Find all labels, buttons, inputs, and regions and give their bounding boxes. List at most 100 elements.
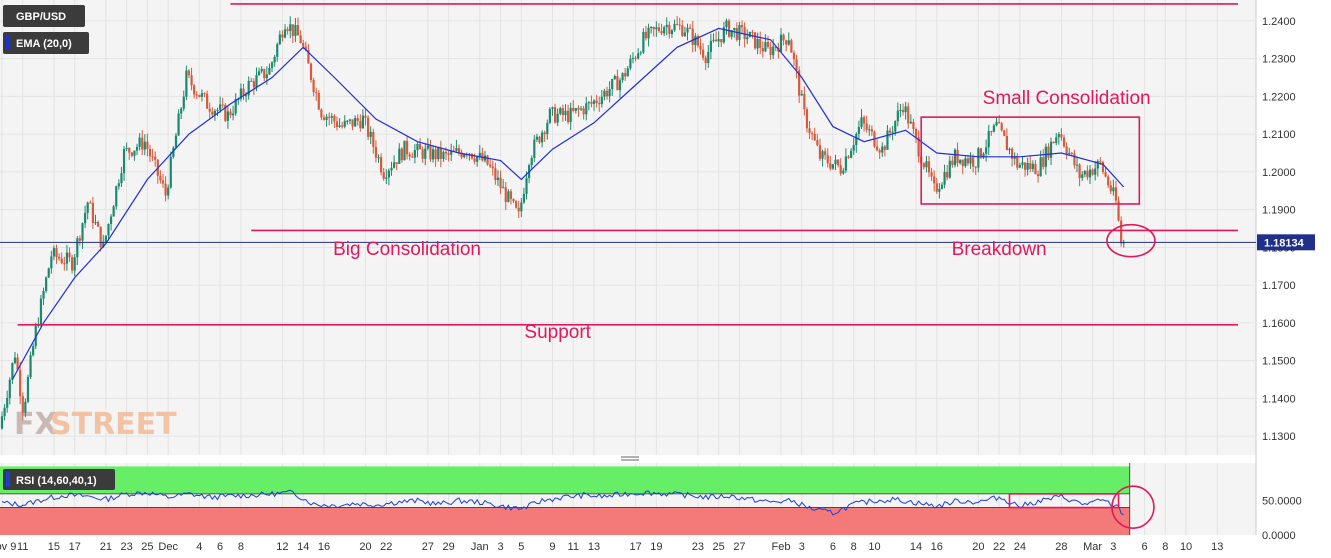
x-tick-label: 23 [121, 541, 133, 553]
rsi-badge[interactable] [3, 469, 115, 490]
candle-body [411, 156, 414, 158]
x-tick-label: 14 [910, 541, 922, 553]
candle-body [276, 44, 279, 57]
candle-body [315, 92, 318, 94]
candle-body [83, 212, 87, 224]
candle-body [1073, 153, 1076, 166]
candle-body [1062, 137, 1066, 147]
candle-body [418, 143, 422, 150]
symbol-badge[interactable] [3, 5, 85, 27]
candle-body [268, 68, 271, 75]
x-tick-label: 17 [69, 541, 81, 553]
candle-body [496, 177, 500, 181]
x-tick-label: 12 [276, 541, 288, 553]
candle-body [1008, 148, 1011, 151]
x-tick-label: 8 [851, 541, 857, 553]
candle-body [1000, 123, 1003, 131]
candle-body [759, 38, 762, 48]
candle-body [42, 290, 45, 299]
candle-body [774, 46, 777, 48]
y-tick-label: 1.2300 [1262, 54, 1296, 66]
candle-body [476, 156, 479, 162]
candle-body [460, 152, 463, 158]
y-tick-label: 1.1500 [1262, 356, 1296, 368]
candle-body [439, 147, 442, 159]
candle-body [714, 39, 718, 42]
candle-body [603, 90, 606, 97]
candle-body [517, 207, 520, 212]
candle-body [161, 180, 165, 184]
x-tick-label: 4 [196, 541, 202, 553]
candle-body [52, 248, 56, 257]
candle-body [250, 80, 253, 82]
rsi-color-swatch [6, 472, 10, 487]
candle-body [244, 95, 248, 97]
candle-body [24, 401, 27, 413]
candle-body [502, 187, 505, 189]
candle-body [561, 108, 564, 116]
candle-body [63, 263, 66, 265]
candle-body [927, 161, 931, 173]
candle-body [595, 100, 598, 104]
candle-body [1068, 152, 1071, 154]
candle-body [730, 30, 733, 37]
candle-body [722, 27, 725, 43]
candle-body [68, 252, 71, 258]
candle-body [717, 39, 720, 42]
candle-body [894, 121, 897, 132]
candle-body [616, 76, 619, 91]
candle-body [707, 51, 710, 64]
candle-body [45, 277, 48, 291]
candle-body [447, 153, 450, 155]
candle-body [1034, 163, 1037, 175]
candle-body [977, 148, 980, 168]
candle-body [1083, 170, 1086, 175]
candle-body [1013, 156, 1016, 159]
candle-body [252, 81, 255, 88]
candle-body [800, 93, 803, 96]
candle-body [1109, 185, 1112, 192]
candle-body [1114, 187, 1118, 201]
candle-body [55, 248, 58, 257]
candle-body [543, 132, 546, 135]
candle-body [260, 69, 263, 72]
x-tick-label: 3 [1110, 541, 1116, 553]
candle-body [577, 108, 580, 110]
candle-body [190, 75, 193, 86]
candle-body [133, 150, 136, 156]
candle-body [294, 25, 297, 36]
candle-body [359, 120, 362, 129]
x-tick-label: 10 [1180, 541, 1192, 553]
candle-body [434, 149, 437, 160]
candle-body [824, 151, 827, 156]
x-tick-label: 24 [1014, 541, 1026, 553]
rsi-breakdown-circle [1111, 485, 1155, 529]
candle-body [753, 32, 757, 49]
ema-badge[interactable] [3, 32, 89, 54]
candle-body [888, 130, 892, 133]
candle-body [135, 146, 139, 151]
x-tick-label: 27 [422, 541, 434, 553]
candle-body [881, 146, 884, 153]
x-tick-label: 8 [1162, 541, 1168, 553]
x-tick-label: 28 [1055, 541, 1067, 553]
candle-body [1021, 162, 1024, 165]
candle-body [520, 202, 523, 212]
candle-body [21, 396, 24, 413]
candle-body [912, 121, 915, 129]
candle-body [442, 151, 445, 159]
candle-body [263, 69, 266, 79]
candle-body [904, 106, 907, 113]
candle-body [974, 166, 977, 168]
y-tick-label: 1.1900 [1262, 205, 1296, 217]
candle-body [907, 106, 910, 124]
candle-body [335, 121, 339, 127]
candle-body [901, 109, 905, 113]
candle-body [330, 116, 333, 118]
candle-body [270, 62, 274, 69]
candle-body [322, 117, 326, 120]
candle-body [631, 57, 635, 59]
candle-body [494, 168, 497, 181]
candle-body [1099, 160, 1102, 162]
candle-body [725, 20, 728, 28]
